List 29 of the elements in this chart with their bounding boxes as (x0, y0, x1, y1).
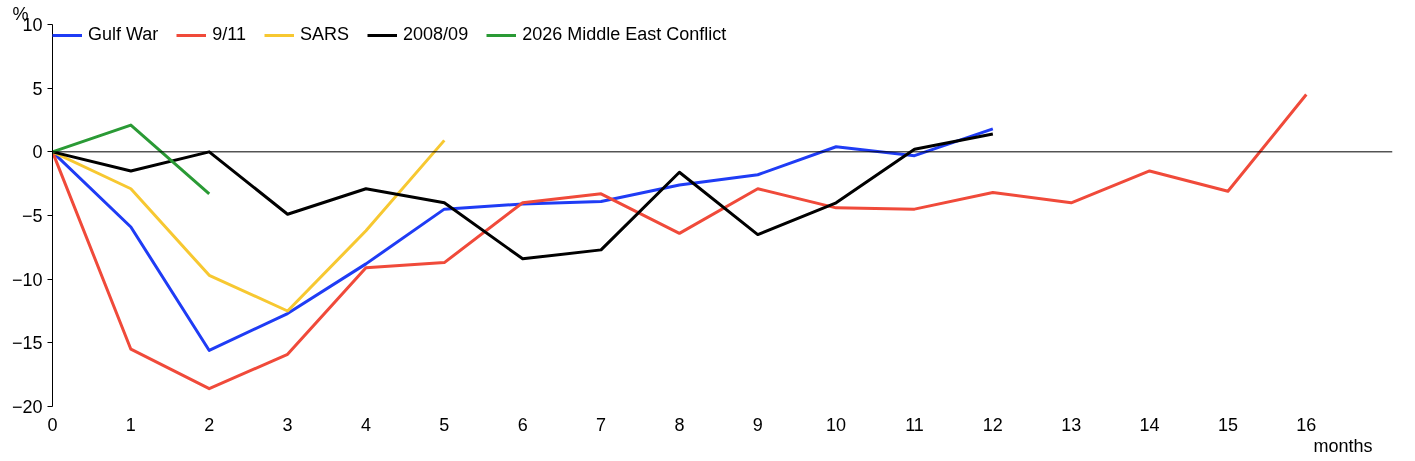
x-tick-label: 15 (1217, 414, 1238, 435)
x-tick-label: 3 (282, 414, 293, 435)
x-axis-title: months (1313, 435, 1373, 456)
x-tick-label: 10 (826, 414, 847, 435)
x-tick-label: 2 (204, 414, 215, 435)
x-tick-label: 12 (982, 414, 1003, 435)
y-tick-label: 5 (32, 78, 43, 99)
x-tick-label: 6 (517, 414, 528, 435)
x-tick-label: 13 (1061, 414, 1082, 435)
x-tick-label: 11 (905, 414, 924, 435)
y-tick-label: −10 (11, 269, 43, 290)
legend-label: 2008/09 (403, 24, 469, 45)
legend-label: 9/11 (212, 24, 247, 45)
y-tick-label: 0 (32, 142, 43, 163)
x-tick-label: 4 (360, 414, 371, 435)
x-tick-label: 16 (1296, 414, 1317, 435)
x-tick-label: 1 (125, 414, 136, 435)
legend-label: Gulf War (88, 24, 159, 45)
legend-label: SARS (300, 24, 350, 45)
legend-label: 2026 Middle East Conflict (522, 24, 727, 45)
y-tick-label: −5 (21, 206, 43, 226)
x-tick-label: 9 (752, 414, 763, 435)
x-tick-label: 5 (439, 414, 450, 435)
x-tick-label: 8 (674, 414, 685, 435)
y-tick-label: −20 (11, 397, 43, 417)
x-tick-label: 14 (1139, 414, 1160, 435)
x-tick-label: 0 (47, 414, 58, 435)
x-tick-label: 7 (596, 414, 607, 435)
y-tick-label: −15 (11, 333, 43, 354)
